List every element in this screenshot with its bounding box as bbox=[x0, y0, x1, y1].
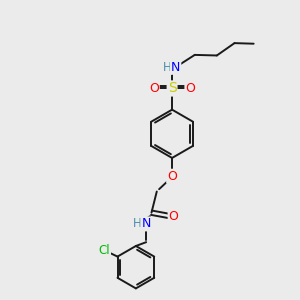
Text: S: S bbox=[168, 82, 176, 95]
Text: H: H bbox=[133, 218, 142, 230]
Text: H: H bbox=[162, 61, 171, 74]
Text: O: O bbox=[185, 82, 195, 95]
Text: O: O bbox=[169, 210, 178, 223]
Text: Cl: Cl bbox=[98, 244, 110, 257]
Text: N: N bbox=[142, 218, 151, 230]
Text: O: O bbox=[149, 82, 159, 95]
Text: N: N bbox=[171, 61, 180, 74]
Text: O: O bbox=[167, 170, 177, 183]
